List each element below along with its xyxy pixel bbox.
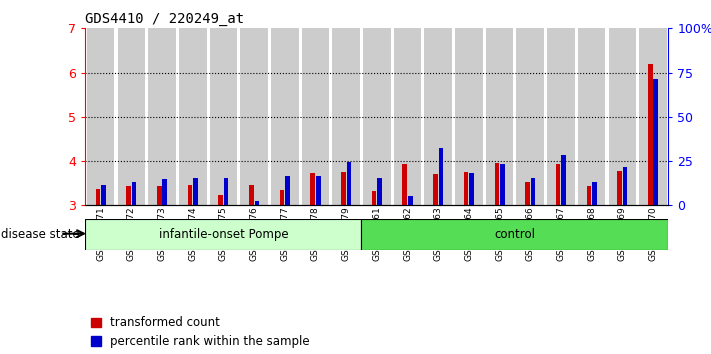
Text: GDS4410 / 220249_at: GDS4410 / 220249_at bbox=[85, 12, 245, 26]
FancyBboxPatch shape bbox=[361, 219, 668, 250]
Bar bbox=[394, 28, 422, 205]
Bar bbox=[224, 178, 228, 205]
Bar bbox=[530, 178, 535, 205]
Bar bbox=[132, 182, 137, 205]
Text: infantile-onset Pompe: infantile-onset Pompe bbox=[159, 228, 288, 241]
Bar bbox=[402, 164, 407, 205]
Bar bbox=[500, 164, 505, 205]
Bar bbox=[279, 190, 284, 205]
Bar bbox=[363, 28, 390, 205]
Bar bbox=[609, 28, 636, 205]
Bar bbox=[648, 64, 653, 205]
Text: disease state: disease state bbox=[1, 228, 80, 241]
Bar bbox=[617, 171, 622, 205]
Bar bbox=[562, 155, 566, 205]
Bar bbox=[255, 201, 259, 205]
Bar bbox=[464, 172, 469, 205]
Bar bbox=[455, 28, 483, 205]
Bar bbox=[117, 28, 145, 205]
Bar bbox=[372, 191, 376, 205]
Bar bbox=[301, 28, 329, 205]
Bar bbox=[592, 182, 597, 205]
Bar bbox=[95, 188, 100, 205]
Bar bbox=[311, 172, 315, 205]
Bar bbox=[346, 161, 351, 205]
Bar bbox=[163, 179, 167, 205]
Bar bbox=[587, 186, 591, 205]
Bar bbox=[188, 184, 192, 205]
Bar bbox=[623, 167, 627, 205]
Bar bbox=[341, 172, 346, 205]
Bar bbox=[210, 28, 237, 205]
Bar bbox=[525, 182, 530, 205]
Bar bbox=[424, 28, 452, 205]
Bar bbox=[653, 79, 658, 205]
Bar bbox=[316, 176, 321, 205]
Bar bbox=[547, 28, 574, 205]
Bar bbox=[127, 186, 131, 205]
Bar bbox=[101, 184, 106, 205]
Bar bbox=[179, 28, 206, 205]
Bar bbox=[578, 28, 606, 205]
Bar bbox=[495, 163, 499, 205]
Bar bbox=[240, 28, 268, 205]
Text: control: control bbox=[494, 228, 535, 241]
Bar bbox=[157, 186, 161, 205]
Bar bbox=[332, 28, 360, 205]
Bar bbox=[285, 176, 290, 205]
Bar bbox=[249, 185, 254, 205]
Bar bbox=[148, 28, 176, 205]
Legend: transformed count, percentile rank within the sample: transformed count, percentile rank withi… bbox=[91, 316, 310, 348]
Bar bbox=[433, 174, 438, 205]
Bar bbox=[556, 164, 560, 205]
Bar bbox=[218, 195, 223, 205]
Bar bbox=[408, 196, 412, 205]
Bar bbox=[193, 178, 198, 205]
Bar bbox=[516, 28, 544, 205]
FancyBboxPatch shape bbox=[85, 219, 361, 250]
Bar bbox=[469, 173, 474, 205]
Bar bbox=[439, 148, 443, 205]
Bar bbox=[87, 28, 114, 205]
Bar bbox=[271, 28, 299, 205]
Bar bbox=[378, 178, 382, 205]
Bar bbox=[486, 28, 513, 205]
Bar bbox=[639, 28, 667, 205]
